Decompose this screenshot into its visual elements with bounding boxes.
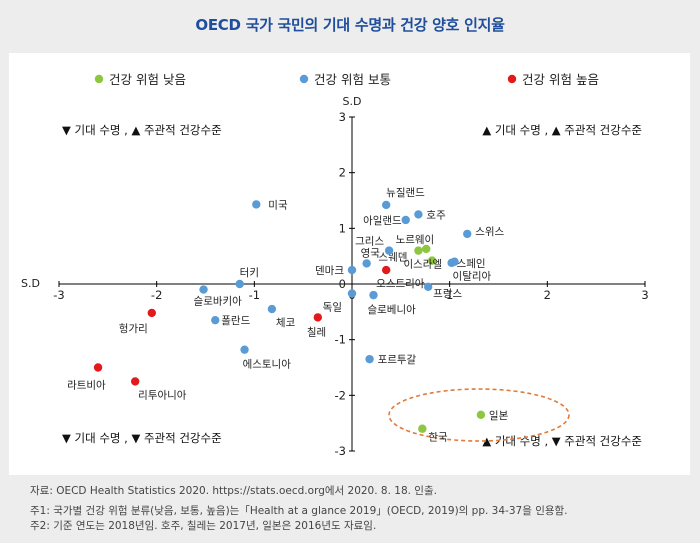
point-label: 슬로베니아 <box>367 304 416 316</box>
point-marker <box>313 313 323 322</box>
point-label: 폴란드 <box>221 315 250 327</box>
point-label: 한국 <box>428 432 448 444</box>
footer-notes: 자료: OECD Health Statistics 2020. https:/… <box>30 484 690 534</box>
point-marker <box>240 345 249 354</box>
x-tick-label: -1 <box>249 288 260 302</box>
point-label: 호주 <box>426 209 446 221</box>
point-label: 슬로바키아 <box>194 296 243 308</box>
point-label: 에스토니아 <box>243 359 292 371</box>
point-marker <box>381 200 391 210</box>
point-marker <box>147 308 156 318</box>
point-marker <box>252 200 261 209</box>
point-label: 미국 <box>268 199 288 211</box>
quadrant-label-top-left: ▼ 기대 수명 , ▲ 주관적 건강수준 <box>62 123 222 137</box>
point-marker <box>414 210 423 219</box>
y-tick-label: -2 <box>335 388 346 402</box>
point-label: 헝가리 <box>119 323 148 335</box>
legend-label-2: 건강 위험 높음 <box>522 72 599 87</box>
point-marker <box>381 265 391 275</box>
y-tick-label: 0 <box>339 277 346 291</box>
y-axis-label: S.D <box>343 95 362 108</box>
point-label: 체코 <box>276 317 296 329</box>
point-label: 아일랜드 <box>363 214 402 227</box>
point-marker <box>93 363 103 372</box>
point-marker <box>199 285 208 294</box>
point-label: 터키 <box>240 267 259 279</box>
x-tick-label: -2 <box>151 288 162 302</box>
x-tick-label: 2 <box>544 288 551 302</box>
point-label: 이스라엘 <box>403 258 442 271</box>
point-marker <box>267 304 277 314</box>
x-tick-label: 1 <box>446 288 453 302</box>
point-label: 칠레 <box>307 326 326 338</box>
point-marker <box>427 256 437 265</box>
point-marker <box>362 259 371 268</box>
point-marker <box>130 377 140 386</box>
point-marker <box>347 265 357 275</box>
point-marker <box>211 315 220 325</box>
highlight-ellipse <box>388 388 570 442</box>
point-marker <box>463 229 472 239</box>
point-marker <box>450 257 459 266</box>
point-label: 오스트리아 <box>376 278 425 290</box>
point-marker <box>418 424 427 433</box>
source-note: 자료: OECD Health Statistics 2020. https:/… <box>30 485 437 497</box>
y-tick-label: -1 <box>335 333 346 347</box>
point-label: 스페인 <box>457 258 486 270</box>
point-marker <box>384 246 394 255</box>
point-label: 독일 <box>323 300 342 313</box>
point-label: 영국 <box>361 247 381 259</box>
quadrant-label-bottom-left: ▼ 기대 수명 , ▼ 주관적 건강수준 <box>62 431 222 445</box>
point-marker <box>423 282 433 291</box>
chart-title: OECD 국가 국민의 기대 수명과 건강 양호 인지율 <box>195 16 505 34</box>
x-axis-label: S.D <box>21 277 40 290</box>
quadrant-label-bottom-right: ▲ 기대 수명 , ▼ 주관적 건강수준 <box>482 434 642 448</box>
point-marker <box>347 289 357 298</box>
point-marker <box>401 215 410 225</box>
y-tick-label: 1 <box>339 221 346 235</box>
point-marker <box>414 246 423 255</box>
point-label: 일본 <box>489 409 509 422</box>
point-label: 포르투갈 <box>378 353 417 366</box>
legend-label-0: 건강 위험 낮음 <box>109 72 186 87</box>
point-label: 덴마크 <box>315 265 344 277</box>
legend-label-1: 건강 위험 보통 <box>314 72 391 87</box>
quadrant-label-top-right: ▲ 기대 수명 , ▲ 주관적 건강수준 <box>482 123 642 137</box>
footnote-2: 주2: 기준 연도는 2018년임. 호주, 칠레는 2017년, 일본은 20… <box>30 520 377 532</box>
x-tick-label: 3 <box>641 288 648 302</box>
y-tick-label: 3 <box>339 110 346 124</box>
point-label: 스위스 <box>475 225 504 238</box>
point-label: 스웨덴 <box>378 252 407 264</box>
point-label: 프랑스 <box>433 288 462 300</box>
legend-marker-2 <box>507 74 517 84</box>
point-marker <box>422 244 431 254</box>
point-label: 뉴질랜드 <box>386 187 425 199</box>
point-marker <box>369 290 378 300</box>
y-tick-label: 2 <box>339 166 346 180</box>
point-marker <box>476 410 486 420</box>
point-label: 이탈리아 <box>453 270 492 283</box>
legend-marker-0 <box>94 74 104 84</box>
y-tick-label: -3 <box>335 444 346 458</box>
point-label: 리투아니아 <box>138 389 187 401</box>
point-label: 그리스 <box>355 236 384 248</box>
point-label: 라트비아 <box>67 380 106 392</box>
point-marker <box>365 354 374 364</box>
footnote-1: 주1: 국가별 건강 위험 분류(낮음, 보통, 높음)는「Health at … <box>30 505 568 517</box>
point-label: 노르웨이 <box>396 234 435 246</box>
legend-marker-1 <box>299 74 309 84</box>
point-marker <box>235 279 244 289</box>
x-tick-label: -3 <box>53 288 64 302</box>
